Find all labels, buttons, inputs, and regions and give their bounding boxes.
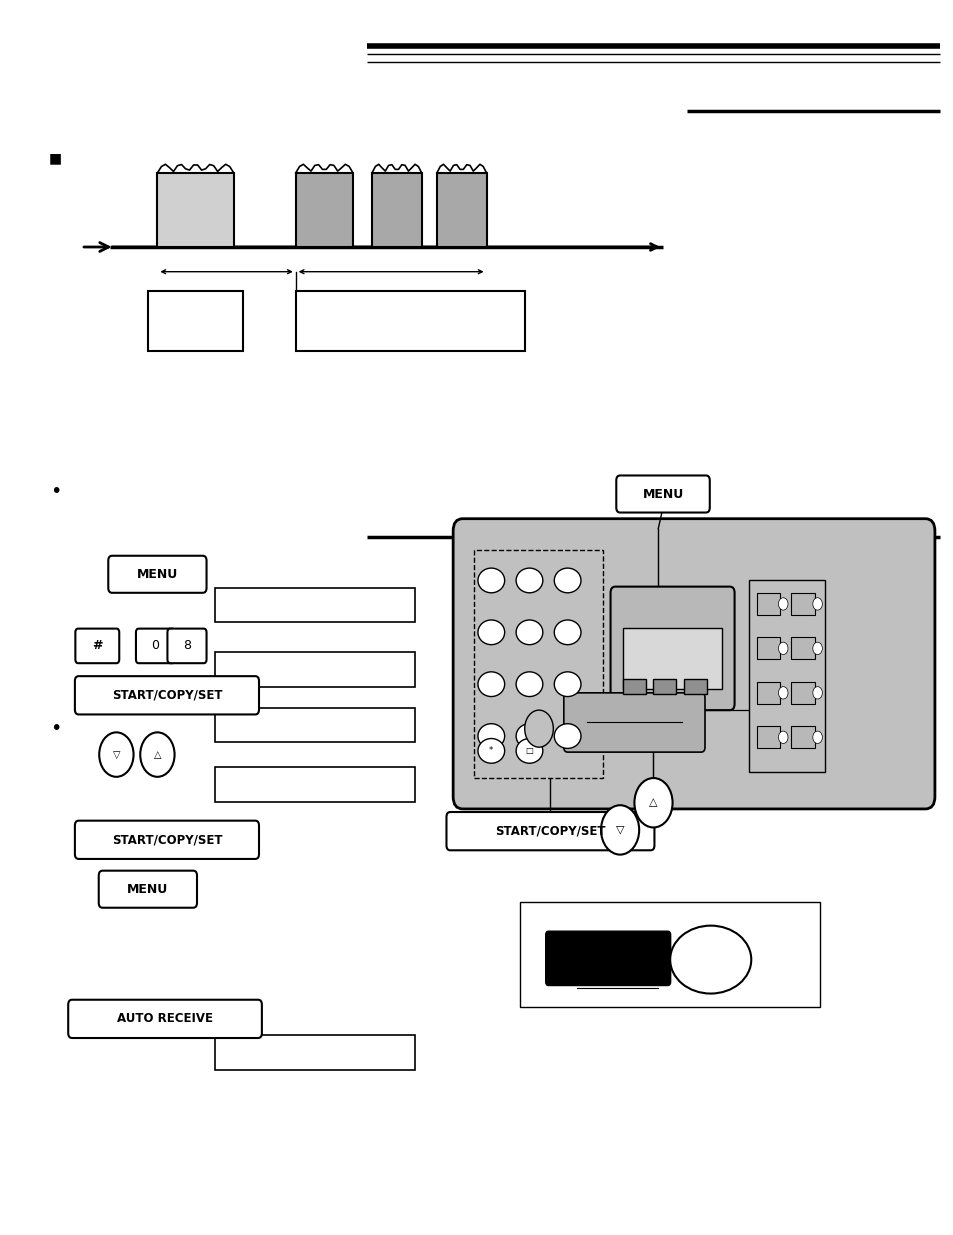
Bar [790, 682, 814, 704]
Bar [622, 629, 721, 689]
Text: MENU: MENU [127, 883, 169, 895]
FancyBboxPatch shape [75, 629, 119, 663]
Bar [214, 767, 415, 802]
Circle shape [778, 731, 787, 743]
Circle shape [634, 778, 672, 827]
Circle shape [812, 731, 821, 743]
Bar [157, 173, 233, 247]
FancyBboxPatch shape [446, 813, 654, 850]
Bar [748, 580, 824, 772]
Text: *: * [489, 746, 493, 756]
Text: •: • [50, 719, 61, 739]
Circle shape [140, 732, 174, 777]
Text: MENU: MENU [136, 568, 178, 580]
Text: ▼▲: ▼▲ [390, 720, 407, 730]
Circle shape [812, 642, 821, 655]
Text: AUTO RECEIVE: AUTO RECEIVE [117, 1013, 213, 1025]
FancyBboxPatch shape [453, 519, 934, 809]
Text: •: • [50, 482, 61, 501]
Text: □: □ [525, 746, 533, 756]
Ellipse shape [477, 568, 504, 593]
Ellipse shape [554, 672, 580, 697]
Bar [214, 588, 415, 622]
Ellipse shape [477, 672, 504, 697]
Bar [622, 679, 645, 694]
FancyBboxPatch shape [109, 556, 206, 593]
Text: START/COPY/SET: START/COPY/SET [112, 834, 222, 846]
Bar [436, 173, 486, 247]
Bar [214, 708, 415, 742]
Ellipse shape [477, 739, 504, 763]
Circle shape [812, 598, 821, 610]
Ellipse shape [516, 724, 542, 748]
Text: 0: 0 [152, 640, 159, 652]
FancyBboxPatch shape [167, 629, 206, 663]
Bar [295, 291, 524, 351]
Circle shape [99, 732, 133, 777]
Circle shape [778, 687, 787, 699]
Bar [148, 291, 243, 351]
Bar [519, 902, 820, 1007]
Ellipse shape [477, 724, 504, 748]
Bar [790, 593, 814, 615]
FancyBboxPatch shape [135, 629, 175, 663]
FancyBboxPatch shape [99, 871, 197, 908]
Circle shape [778, 642, 787, 655]
Ellipse shape [516, 672, 542, 697]
FancyBboxPatch shape [69, 1000, 261, 1037]
FancyBboxPatch shape [563, 693, 704, 752]
Ellipse shape [554, 620, 580, 645]
Text: MENU: MENU [641, 488, 683, 500]
FancyBboxPatch shape [610, 587, 734, 710]
Bar [214, 652, 415, 687]
FancyBboxPatch shape [545, 931, 670, 986]
Bar [756, 593, 780, 615]
Text: ▽: ▽ [112, 750, 120, 760]
Text: △: △ [649, 798, 657, 808]
Bar [653, 679, 676, 694]
Circle shape [600, 805, 639, 855]
Ellipse shape [516, 620, 542, 645]
Text: ▼▲: ▼▲ [390, 779, 407, 789]
Bar [790, 726, 814, 748]
Text: 8: 8 [183, 640, 191, 652]
Bar [683, 679, 706, 694]
Bar [474, 550, 602, 778]
Bar [295, 173, 353, 247]
Bar [756, 682, 780, 704]
Ellipse shape [554, 724, 580, 748]
FancyBboxPatch shape [74, 820, 258, 860]
Ellipse shape [516, 568, 542, 593]
Ellipse shape [477, 620, 504, 645]
Ellipse shape [516, 739, 542, 763]
Circle shape [778, 598, 787, 610]
Text: ▽: ▽ [616, 825, 623, 835]
Bar [756, 726, 780, 748]
Text: #: # [91, 640, 103, 652]
FancyBboxPatch shape [74, 677, 258, 714]
Text: ■: ■ [49, 151, 62, 165]
Bar [372, 173, 421, 247]
Circle shape [812, 687, 821, 699]
Text: START/COPY/SET: START/COPY/SET [112, 689, 222, 701]
Text: START/COPY/SET: START/COPY/SET [495, 825, 605, 837]
Circle shape [524, 710, 553, 747]
Bar [214, 1035, 415, 1070]
Ellipse shape [554, 568, 580, 593]
FancyBboxPatch shape [616, 475, 709, 513]
Text: △: △ [153, 750, 161, 760]
Ellipse shape [669, 926, 750, 993]
Bar [756, 637, 780, 659]
Bar [790, 637, 814, 659]
